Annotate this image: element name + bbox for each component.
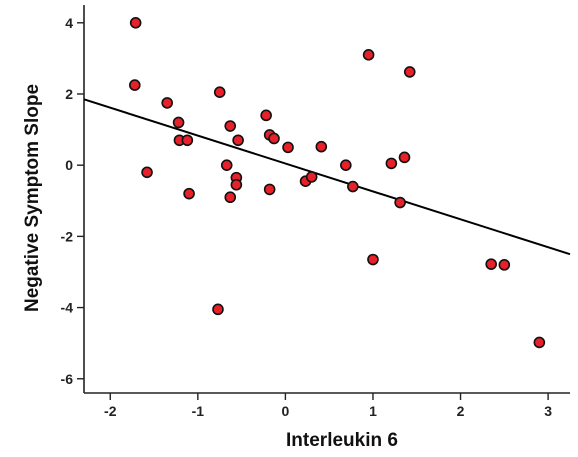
data-point [224, 120, 237, 132]
data-point [183, 187, 195, 200]
y-tick-label: 2 [65, 86, 73, 102]
data-point [305, 171, 318, 183]
x-tick-label: -2 [104, 403, 117, 419]
x-tick-label: 3 [544, 403, 552, 419]
data-point [129, 16, 142, 29]
x-tick-label: 1 [369, 403, 377, 419]
data-point [398, 151, 411, 164]
y-tick-label: 4 [65, 15, 73, 31]
data-point [230, 178, 243, 191]
data-point [533, 336, 546, 349]
data-points [128, 16, 546, 349]
data-point [212, 303, 224, 316]
data-point [485, 258, 497, 270]
data-point [260, 109, 272, 122]
regression-line [83, 98, 571, 256]
y-tick-label: -4 [61, 300, 74, 316]
y-tick-label: 0 [65, 157, 73, 173]
x-tick-label: -1 [192, 403, 205, 419]
data-point [498, 259, 511, 271]
data-point [161, 97, 173, 109]
data-point [340, 159, 352, 171]
regression-line-layer [83, 98, 571, 256]
data-point [224, 191, 237, 204]
data-point [315, 140, 328, 153]
data-point [220, 159, 233, 171]
axes: -6 -4 -2 0 2 4 -2 -1 0 1 2 3 [61, 5, 570, 419]
data-point [172, 116, 185, 129]
data-point [232, 134, 244, 147]
data-point [367, 253, 379, 266]
data-point [347, 180, 359, 193]
y-axis-label: Negative Symptom Slope [22, 84, 43, 312]
x-tick-label: 0 [282, 403, 290, 419]
data-point [403, 66, 416, 78]
data-point [213, 86, 226, 99]
data-point [362, 49, 375, 61]
data-point [282, 141, 294, 154]
x-tick-label: 2 [457, 403, 465, 419]
data-point [385, 157, 398, 170]
y-tick-label: -6 [61, 371, 74, 387]
data-point [263, 183, 276, 196]
data-point [141, 166, 153, 179]
y-tick-label: -2 [61, 228, 74, 244]
data-point [181, 134, 194, 147]
x-axis-label: Interleukin 6 [286, 430, 398, 451]
data-point [268, 132, 280, 145]
data-point [128, 79, 141, 91]
data-point [394, 196, 406, 209]
